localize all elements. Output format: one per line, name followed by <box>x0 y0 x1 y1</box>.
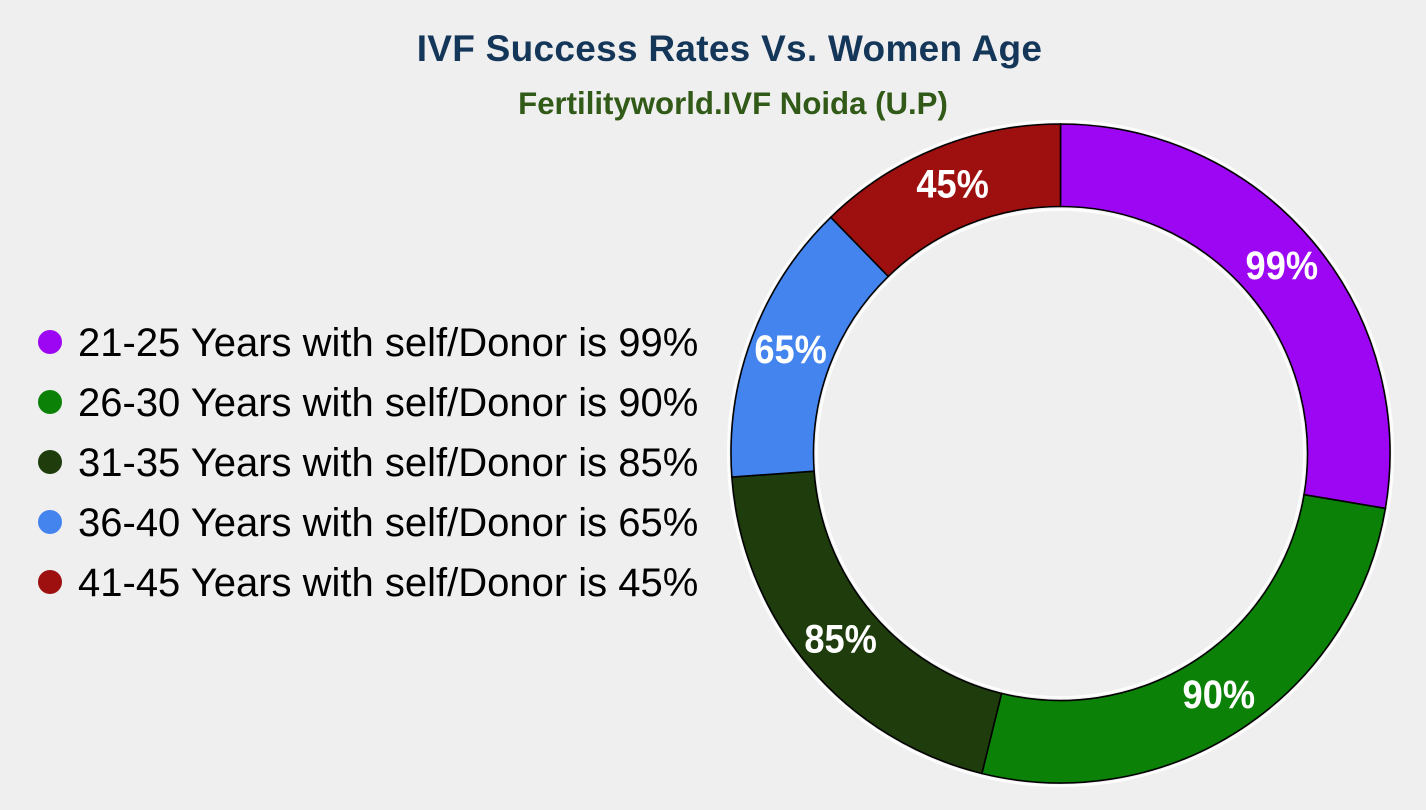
svg-text:99%: 99% <box>1246 244 1319 288</box>
svg-text:45%: 45% <box>916 163 989 207</box>
svg-text:85%: 85% <box>804 618 877 662</box>
svg-text:65%: 65% <box>754 328 827 372</box>
svg-text:90%: 90% <box>1183 673 1256 717</box>
